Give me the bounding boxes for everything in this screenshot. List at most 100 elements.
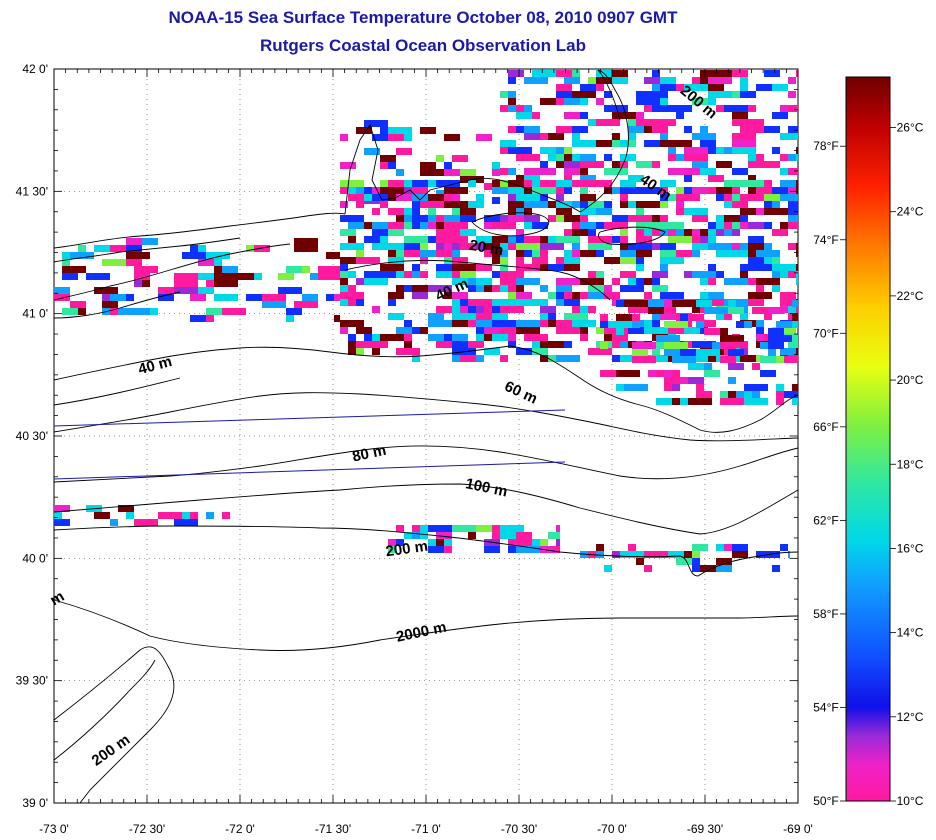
sst-pixel [206,512,214,519]
sst-pixel [680,300,704,307]
sst-pixel [756,154,764,161]
sst-pixel [572,180,588,187]
sst-pixel [516,257,524,264]
sst-pixel [556,180,580,187]
sst-pixel [628,175,644,182]
sst-pixel [652,285,668,292]
sst-pixel [692,250,700,257]
sst-pixel [54,294,70,301]
sst-pixel [356,341,380,348]
sst-pixel [500,355,508,362]
sst-pixel [294,245,318,252]
sst-pixel [428,285,452,292]
sst-pixel [708,292,724,299]
sst-pixel [246,294,262,301]
sst-pixel [788,341,798,348]
sst-pixel [580,126,588,133]
fahrenheit-tick-label: 58°F [813,607,838,621]
sst-pixel [532,112,540,119]
sst-pixel [348,194,364,201]
fahrenheit-tick-label: 70°F [813,326,838,340]
sst-pixel [372,229,388,236]
sst-pixel [580,98,588,105]
sst-pixel [436,222,444,229]
sst-pixel [230,273,254,280]
sst-pixel [460,208,476,215]
sst-pixel [692,271,716,278]
sst-pixel [318,273,340,280]
sst-pixel [660,355,668,362]
sst-pixel [540,98,564,105]
sst-pixel [612,70,628,77]
sst-pixel [636,257,644,264]
sst-pixel [644,140,660,147]
sst-pixel [748,292,756,299]
sst-pixel [620,285,644,292]
sst-pixel [540,306,556,313]
sst-pixel [302,294,318,301]
sst-pixel [616,314,640,321]
sst-pixel [580,154,596,161]
sst-pixel [796,70,798,77]
sst-pixel [720,391,728,398]
sst-pixel [150,308,158,315]
sst-pixel [396,169,404,176]
sst-pixel [532,348,548,355]
sst-pixel [776,398,784,405]
sst-pixel [784,391,798,398]
sst-pixel [548,313,556,320]
sst-pixel [452,334,468,341]
sst-pixel [214,294,222,301]
contour-label: 200 m [385,538,429,561]
sst-pixel [508,341,516,348]
coastline [53,69,799,804]
sst-pixel [340,257,356,264]
sst-pixel [620,187,644,194]
sst-pixel [62,308,78,315]
lon-tick-label: -70 0' [597,822,627,836]
sst-pixel [452,341,468,348]
fahrenheit-tick-label: 54°F [813,700,838,714]
sst-pixel [532,201,548,208]
sst-pixel [660,292,684,299]
sst-pixel [796,271,798,278]
sst-pixel [190,245,198,252]
sst-pixel [492,250,500,257]
sst-pixel [364,271,380,278]
sst-pixel [580,306,588,313]
sst-pixel [516,292,532,299]
sst-pixel [404,236,428,243]
sst-pixel [580,327,588,334]
sst-pixel [340,327,348,334]
sst-pixel [372,306,380,313]
sst-pixel [708,355,716,362]
fahrenheit-tick-label: 66°F [813,420,838,434]
sst-pixel [740,126,764,133]
sst-pixel [728,363,744,370]
sst-pixel [692,147,716,154]
fahrenheit-tick-label: 62°F [813,513,838,527]
sst-pixel [788,154,798,161]
sst-pixel [468,278,476,285]
sst-pixel [564,264,580,271]
sst-pixel [624,300,648,307]
sst-pixel [604,285,612,292]
sst-pixel [608,321,632,328]
sst-pixel [262,294,286,301]
colorbar [845,76,891,802]
sst-pixel [708,236,716,243]
sst-pixel [564,147,572,154]
sst-pixel [780,299,796,306]
sst-pixel [724,147,732,154]
sst-pixel [420,162,436,169]
sst-pixel [380,271,404,278]
sst-pixel [444,162,452,169]
sst-pixel [764,250,772,257]
sst-pixel [556,546,560,553]
sst-pixel [780,292,796,299]
sst-pixel [508,236,516,243]
sst-pixel [772,257,780,264]
sst-pixel [700,168,716,175]
sst-pixel [452,299,460,306]
lon-tick-label: -72 0' [225,822,255,836]
